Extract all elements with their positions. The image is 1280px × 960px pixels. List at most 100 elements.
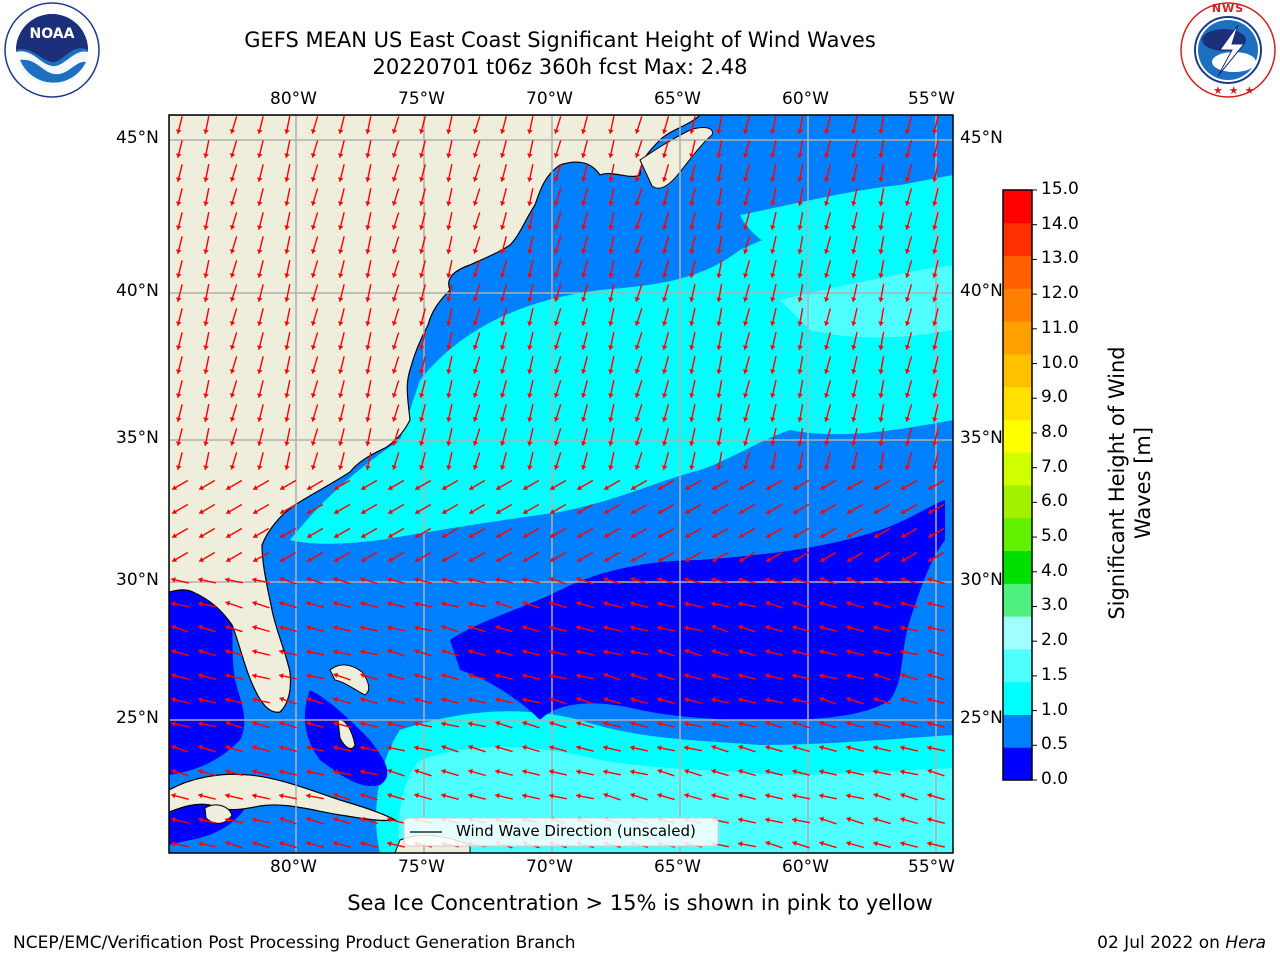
wave-direction-arrowhead <box>171 577 176 583</box>
wave-direction-arrowhead <box>928 557 934 562</box>
wave-direction-arrowhead <box>603 696 608 703</box>
wave-direction-arrowhead <box>819 840 824 847</box>
wave-direction-arrowhead <box>257 297 263 302</box>
wave-direction-arrowhead <box>365 249 371 254</box>
wave-direction-arrowhead <box>495 649 500 655</box>
wave-direction-arrowhead <box>500 465 506 470</box>
wave-direction-arrowhead <box>689 201 695 206</box>
wave-direction-arrowhead <box>523 509 529 514</box>
wave-direction-arrowhead <box>878 417 884 422</box>
wave-direction-arrowhead <box>657 672 662 679</box>
wave-direction-arrowhead <box>472 296 479 302</box>
wave-direction-arrowhead <box>522 600 528 607</box>
wave-direction-arrowhead <box>847 485 853 490</box>
wave-direction-arrowhead <box>576 720 581 727</box>
wave-direction-arrowhead <box>820 509 826 514</box>
wave-direction-arrowhead <box>662 129 668 134</box>
wave-direction-arrowhead <box>442 533 448 538</box>
wave-direction-arrowhead <box>630 696 635 703</box>
wave-direction-arrowhead <box>581 129 587 134</box>
wave-direction-arrowhead <box>550 509 556 514</box>
wave-direction-arrowhead <box>766 509 772 514</box>
wave-direction-arrowhead <box>365 297 371 302</box>
wave-direction-arrowhead <box>225 817 230 823</box>
wave-direction-arrowhead <box>608 297 614 302</box>
wave-direction-arrowhead <box>604 533 610 538</box>
colorbar-segment <box>1003 583 1032 617</box>
wave-direction-arrowhead <box>932 225 938 230</box>
wave-direction-arrowhead <box>630 745 635 751</box>
wave-direction-arrowhead <box>472 464 479 470</box>
wave-direction-arrowhead <box>824 321 830 326</box>
colorbar-segment <box>1003 616 1032 650</box>
wave-direction-arrowhead <box>932 441 938 446</box>
lon-tick-top: 70°W <box>526 89 573 109</box>
wave-direction-arrowhead <box>792 840 798 847</box>
wave-direction-arrowhead <box>819 769 824 775</box>
wave-direction-arrowhead <box>765 673 770 679</box>
lon-tick-top: 55°W <box>908 89 955 109</box>
wave-direction-arrowhead <box>176 177 182 182</box>
wave-direction-arrowhead <box>415 533 421 538</box>
wave-direction-arrowhead <box>257 249 263 254</box>
wave-direction-arrowhead <box>765 840 771 846</box>
wave-direction-arrowhead <box>550 485 556 490</box>
wave-direction-arrowhead <box>257 153 263 158</box>
wave-direction-arrowhead <box>904 369 911 374</box>
wave-direction-arrowhead <box>333 696 338 703</box>
wave-direction-arrowhead <box>333 769 338 775</box>
wave-direction-arrowhead <box>527 393 533 398</box>
colorbar-tick-label: 3.0 <box>1041 595 1069 616</box>
wave-direction-arrowhead <box>792 600 798 607</box>
footer-machine: Hera <box>1225 933 1266 953</box>
wave-direction-arrowhead <box>743 225 749 230</box>
wave-direction-arrowhead <box>361 485 367 490</box>
wave-direction-arrowhead <box>824 153 830 158</box>
wave-direction-arrowhead <box>712 557 718 562</box>
wave-direction-arrowhead <box>765 600 771 606</box>
wave-direction-arrowhead <box>500 393 506 398</box>
wave-direction-arrowhead <box>469 509 475 514</box>
wave-direction-arrowhead <box>657 601 662 607</box>
wave-direction-arrowhead <box>334 509 340 514</box>
wave-direction-arrowhead <box>657 745 662 751</box>
wave-direction-arrowhead <box>689 225 695 230</box>
wave-direction-arrowhead <box>225 697 230 703</box>
wave-direction-arrowhead <box>765 769 770 775</box>
wave-direction-arrowhead <box>310 393 317 398</box>
wave-direction-arrowhead <box>549 720 554 727</box>
wave-direction-arrowhead <box>310 249 317 254</box>
wave-direction-arrowhead <box>603 769 608 775</box>
wave-direction-arrowhead <box>658 485 664 490</box>
wave-direction-arrowhead <box>279 696 285 702</box>
wave-direction-arrowhead <box>446 153 452 158</box>
wave-direction-arrowhead <box>203 417 209 422</box>
colorbar-tick-label: 12.0 <box>1041 283 1079 304</box>
wave-direction-arrowhead <box>176 297 182 302</box>
wave-direction-arrowhead <box>360 721 365 727</box>
wave-direction-arrowhead <box>657 625 662 631</box>
wave-direction-arrowhead <box>441 768 446 775</box>
wave-direction-arrowhead <box>527 273 533 278</box>
wave-direction-arrowhead <box>608 153 614 158</box>
footer-date: 02 Jul 2022 on Hera <box>1097 933 1266 953</box>
wave-direction-arrowhead <box>765 720 771 726</box>
wave-direction-arrowhead <box>581 345 587 350</box>
wave-direction-arrowhead <box>630 672 636 679</box>
lat-tick-left: 30°N <box>116 570 159 590</box>
wave-direction-arrowhead <box>495 624 500 631</box>
wave-direction-arrowhead <box>391 320 398 326</box>
wave-direction-arrowhead <box>631 509 637 514</box>
wave-direction-arrowhead <box>522 793 527 799</box>
wave-direction-arrowhead <box>388 509 394 514</box>
lon-tick-top: 60°W <box>782 89 829 109</box>
wave-direction-arrowhead <box>765 793 770 799</box>
wave-direction-arrowhead <box>873 696 878 703</box>
wave-direction-arrowhead <box>203 153 209 158</box>
wave-direction-arrowhead <box>171 673 176 679</box>
wave-direction-arrowhead <box>496 533 502 538</box>
wave-direction-arrowhead <box>252 817 257 823</box>
wave-direction-arrowhead <box>500 129 506 134</box>
wave-direction-arrowhead <box>608 177 614 182</box>
wave-direction-arrowhead <box>873 745 878 751</box>
